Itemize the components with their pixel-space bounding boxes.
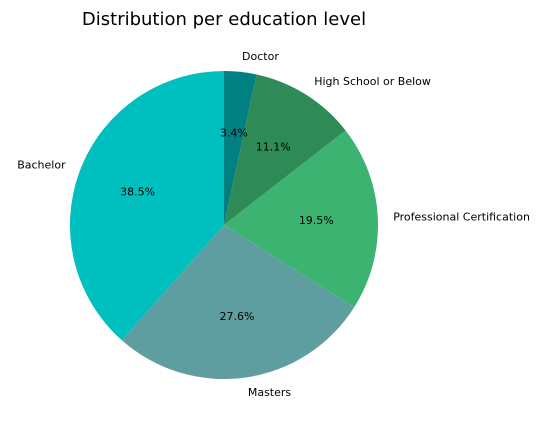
slice-percent-high-school-or-below: 11.1% <box>256 140 291 153</box>
slice-percent-masters: 27.6% <box>220 310 255 323</box>
pie-labels: Doctor 3.4% High School or Below 11.1% Profe… <box>17 50 530 399</box>
slice-label-masters: Masters <box>248 386 292 399</box>
chart-title: Distribution per education level <box>82 9 366 30</box>
pie-slice-masters <box>121 225 355 379</box>
slice-label-professional-certification: Professional Certification <box>393 210 530 223</box>
slice-label-bachelor: Bachelor <box>17 158 66 171</box>
slice-percent-bachelor: 38.5% <box>120 186 155 199</box>
slice-percent-doctor: 3.4% <box>220 127 248 140</box>
slice-label-high-school-or-below: High School or Below <box>314 75 431 88</box>
pie-slice-doctor <box>224 71 257 225</box>
pie-slices <box>70 71 378 379</box>
slice-percent-professional-certification: 19.5% <box>299 214 334 227</box>
slice-label-doctor: Doctor <box>242 50 279 63</box>
pie-slice-high-school-or-below <box>224 74 346 225</box>
pie-slice-professional-certification <box>224 130 378 308</box>
pie-slice-bachelor <box>70 71 224 341</box>
